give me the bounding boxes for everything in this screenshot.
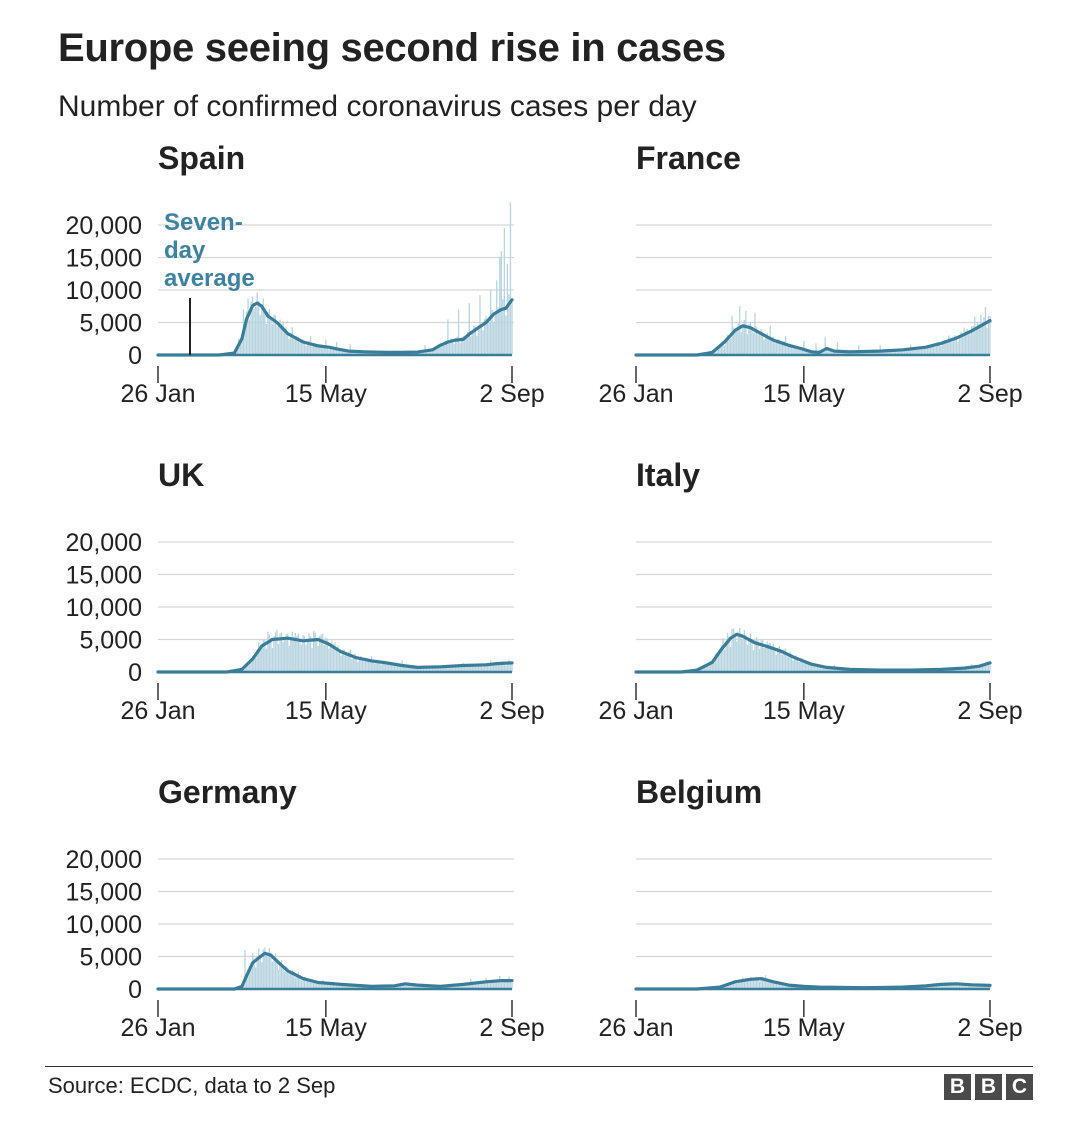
logo-letter: B [944,1074,971,1100]
panel-uk: UK 0 5,000 10,000 15,000 20,000 26 Jan 15 May 2… [66,457,658,767]
y-tick-label: 0 [128,342,142,370]
y-tick-label: 10,000 [66,594,142,622]
small-multiple-chart: 26 Jan 15 May 2 Sep [598,224,1023,408]
panel-title: Germany [158,774,297,810]
x-tick-label: 2 Sep [957,380,1022,408]
y-tick-label: 15,000 [66,562,142,590]
panel-title: Spain [158,140,246,176]
x-tick-label: 15 May [285,697,367,725]
x-tick-label: 26 Jan [598,380,673,408]
x-tick-label: 26 Jan [598,697,673,725]
x-tick-label: 15 May [763,380,845,408]
seven-day-average-line [634,977,992,991]
y-tick-label: 20,000 [66,846,142,874]
y-tick-label: 0 [128,976,142,1004]
x-tick-label: 26 Jan [598,1014,673,1042]
seven-day-average-line [156,636,514,674]
y-tick-label: 10,000 [66,277,142,305]
small-multiple-chart: 0 5,000 10,000 15,000 20,000 26 Jan 15 May 2 Se… [66,846,545,1042]
chart-subtitle: Number of confirmed coronavirus cases pe… [58,90,697,123]
y-tick-label: 0 [128,659,142,687]
panel-title: Belgium [636,774,763,810]
x-tick-label: 26 Jan [120,1014,195,1042]
y-tick-label: 5,000 [79,627,142,655]
y-tick-label: 5,000 [79,944,142,972]
x-tick-label: 2 Sep [479,697,544,725]
small-multiple-chart: 0 5,000 10,000 15,000 20,000 26 Jan 15 May 2 Se… [66,529,545,725]
x-tick-label: 26 Jan [120,380,195,408]
seven-day-average-line [634,632,992,674]
panel-spain: Spain 0 5,000 10,000 15,000 20,000 26 Jan 15 M… [66,140,658,450]
small-multiple-chart: 0 5,000 10,000 15,000 20,000 26 Jan 15 May 2 Se… [66,202,545,408]
footer-divider [45,1066,1033,1067]
x-tick-label: 2 Sep [957,1014,1022,1042]
seven-day-average-line [156,298,514,357]
panel-belgium: Belgium 26 Jan 15 May 2 Sep [598,774,1080,1084]
x-tick-label: 15 May [763,1014,845,1042]
annotation-text: average [164,265,255,292]
panel-title: Italy [636,457,701,493]
y-tick-label: 20,000 [66,212,142,240]
panel-title: UK [158,457,205,493]
x-tick-label: 2 Sep [479,380,544,408]
x-tick-label: 15 May [763,697,845,725]
x-tick-label: 15 May [285,380,367,408]
seven-day-average-line [634,319,992,357]
annotation-text: Seven- [164,209,243,236]
y-tick-label: 15,000 [66,879,142,907]
x-tick-label: 2 Sep [957,697,1022,725]
logo-letter: B [975,1074,1002,1100]
y-tick-label: 20,000 [66,529,142,557]
bbc-logo: B B C [944,1074,1033,1100]
x-tick-label: 15 May [285,1014,367,1042]
y-tick-label: 10,000 [66,911,142,939]
y-tick-label: 15,000 [66,245,142,273]
y-tick-label: 5,000 [79,310,142,338]
panel-france: France 26 Jan 15 May 2 Sep [598,140,1080,450]
panel-italy: Italy 26 Jan 15 May 2 Sep [598,457,1080,767]
panel-title: France [636,140,741,176]
x-tick-label: 26 Jan [120,697,195,725]
logo-letter: C [1006,1074,1033,1100]
annotation-text: day [164,237,206,264]
x-tick-label: 2 Sep [479,1014,544,1042]
panel-germany: Germany 0 5,000 10,000 15,000 20,000 26 Jan 15… [66,774,658,1084]
seven-day-average-line [156,951,514,991]
small-multiple-chart: 26 Jan 15 May 2 Sep [598,541,1023,725]
source-note: Source: ECDC, data to 2 Sep [48,1073,336,1098]
small-multiple-chart: 26 Jan 15 May 2 Sep [598,858,1023,1042]
chart-title: Europe seeing second rise in cases [58,26,726,70]
